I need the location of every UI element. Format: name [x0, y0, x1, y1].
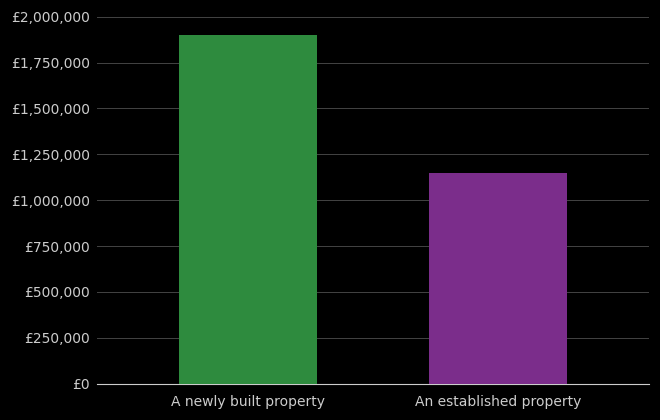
Bar	[430, 173, 568, 384]
Bar	[179, 35, 317, 384]
